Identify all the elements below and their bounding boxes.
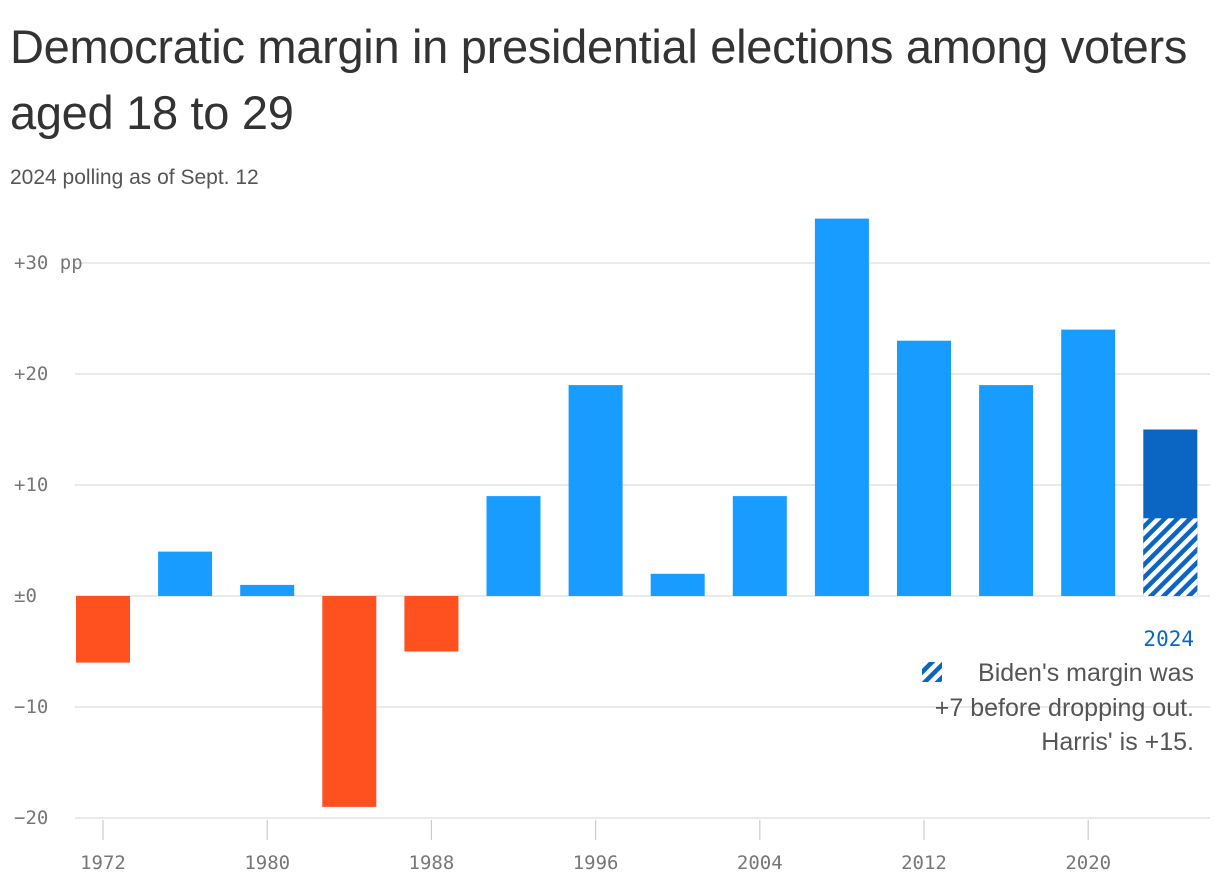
x-tick-label: 1988 [409,852,455,874]
bars [76,218,1198,807]
y-tick-label: ±0 [14,585,37,607]
hatch-legend-swatch [922,662,942,682]
x-tick-label: 2004 [737,852,783,874]
bar-1980 [240,584,295,596]
annotation-year: 2024 [1143,627,1194,651]
bar-1984 [322,596,377,807]
x-tick-label: 1980 [244,852,290,874]
bar-1996 [568,385,623,596]
annotation-line-1: Biden's margin was [978,659,1194,687]
y-tick-label: −20 [14,807,48,829]
y-axis-labels: +30 pp +20 +10 ±0 −10 −20 [14,252,83,829]
bar-2004 [732,496,787,596]
chart-subtitle: 2024 polling as of Sept. 12 [10,166,259,189]
annotation-line-2: +7 before dropping out. [935,694,1194,722]
y-tick-label: −10 [14,696,48,718]
x-axis-labels: 1972 1980 1988 1996 2004 2012 2020 [80,852,1111,874]
bar-2024-biden-overlay [1143,518,1198,596]
bar-2012 [897,340,951,596]
y-tick-label: +10 [14,474,48,496]
annotation: 2024 Biden's margin was +7 before droppi… [922,627,1194,756]
bar-1988 [404,596,459,652]
annotation-line-3: Harris' is +15. [1041,728,1194,756]
chart-title: Democratic margin in presidential electi… [10,20,1188,139]
bar-1972 [76,596,130,663]
x-tick-label: 1972 [80,852,126,874]
y-tick-label: +30 pp [14,252,83,274]
bar-2020 [1061,329,1116,596]
y-tick-label: +20 [14,363,48,385]
bar-2008 [814,218,869,596]
bar-1976 [158,551,213,596]
x-tick-label: 2020 [1065,852,1111,874]
grid-lines [75,262,1210,819]
bar-1992 [486,496,541,596]
bar-2016 [979,385,1034,596]
x-tick-label: 1996 [573,852,619,874]
bar-2000 [650,573,705,596]
x-axis-ticks [102,820,1089,840]
x-tick-label: 2012 [901,852,947,874]
